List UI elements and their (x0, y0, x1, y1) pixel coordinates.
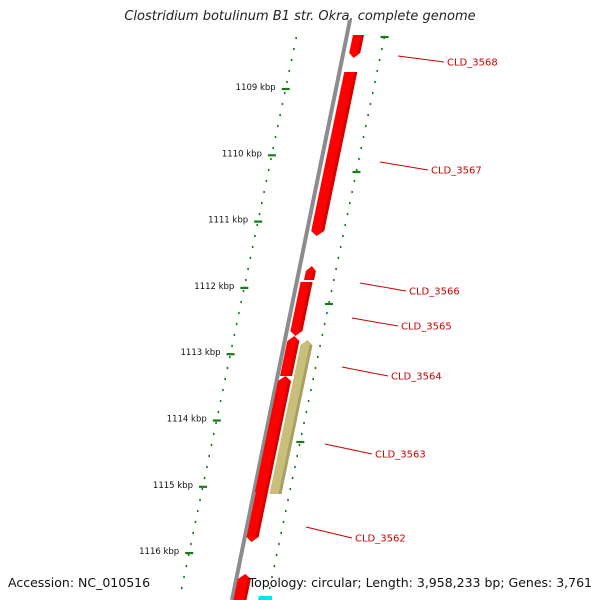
kbp-tick-label: 1116 kbp (139, 547, 179, 557)
gene-label-CLD_3565[interactable]: CLD_3565 (351, 317, 452, 333)
gene-feature-cyan[interactable] (258, 596, 272, 600)
gene-feature-CLD_3563[interactable] (269, 340, 313, 494)
map-title: Clostridium botulinum B1 str. Okra, comp… (124, 9, 476, 24)
kbp-tick-label: 1111 kbp (208, 216, 248, 226)
leader-line (351, 317, 399, 327)
kbp-tick-label: 1109 kbp (236, 83, 276, 93)
genome-backbone (230, 19, 352, 600)
gene-label-CLD_3567[interactable]: CLD_3567 (379, 161, 482, 177)
inner-tick-row (268, 36, 385, 590)
gene-feature-next[interactable] (233, 574, 251, 600)
gene-label-CLD_3564[interactable]: CLD_3564 (341, 366, 442, 383)
gene-features (233, 35, 364, 600)
gene-labels: CLD_3568 CLD_3567 CLD_3566 CLD_3565 CLD_3564… (305, 55, 498, 545)
kbp-tick-label: 1115 kbp (153, 481, 193, 491)
gene-label-text[interactable]: CLD_3566 (409, 287, 460, 298)
gene-label-text[interactable]: CLD_3562 (355, 534, 406, 545)
gene-feature-CLD_3562[interactable] (246, 492, 268, 542)
gene-feature-CLD_3568[interactable] (349, 35, 364, 58)
gene-label-text[interactable]: CLD_3565 (401, 322, 452, 333)
kbp-labels: 1109 kbp 1110 kbp 1111 kbp 1112 kbp 1113 kbp… (139, 35, 389, 557)
leader-line (359, 282, 407, 292)
gene-label-CLD_3563[interactable]: CLD_3563 (324, 443, 426, 461)
gene-label-CLD_3562[interactable]: CLD_3562 (305, 526, 406, 545)
accession-label: Accession: NC_010516 (8, 575, 151, 590)
genome-summary: Topology: circular; Length: 3,958,233 bp… (248, 575, 592, 590)
kbp-tick-label: 1114 kbp (167, 415, 207, 425)
gene-label-text[interactable]: CLD_3563 (375, 450, 426, 461)
gene-feature-CLD_3564[interactable] (280, 336, 300, 376)
leader-line (305, 526, 353, 539)
leader-line (324, 443, 373, 455)
kbp-tick-label: 1112 kbp (194, 282, 234, 292)
gene-feature-CLD_3566[interactable] (304, 266, 316, 280)
gene-label-text[interactable]: CLD_3568 (447, 58, 498, 69)
gene-feature-CLD_3563a[interactable] (254, 376, 291, 492)
gene-feature-CLD_3565[interactable] (290, 282, 313, 336)
gene-label-text[interactable]: CLD_3564 (391, 372, 442, 383)
leader-line (379, 161, 429, 171)
leader-line (397, 55, 445, 63)
gene-feature-CLD_3567[interactable] (311, 72, 358, 236)
gene-label-CLD_3568[interactable]: CLD_3568 (397, 55, 498, 69)
gene-label-text[interactable]: CLD_3567 (431, 166, 482, 177)
leader-line (341, 366, 389, 377)
outer-tick-row (180, 36, 297, 590)
gene-label-CLD_3566[interactable]: CLD_3566 (359, 282, 460, 298)
kbp-tick-label: 1110 kbp (222, 149, 262, 159)
kbp-tick-label: 1113 kbp (181, 348, 221, 358)
backbone (230, 19, 352, 600)
tick-rows (180, 36, 385, 590)
